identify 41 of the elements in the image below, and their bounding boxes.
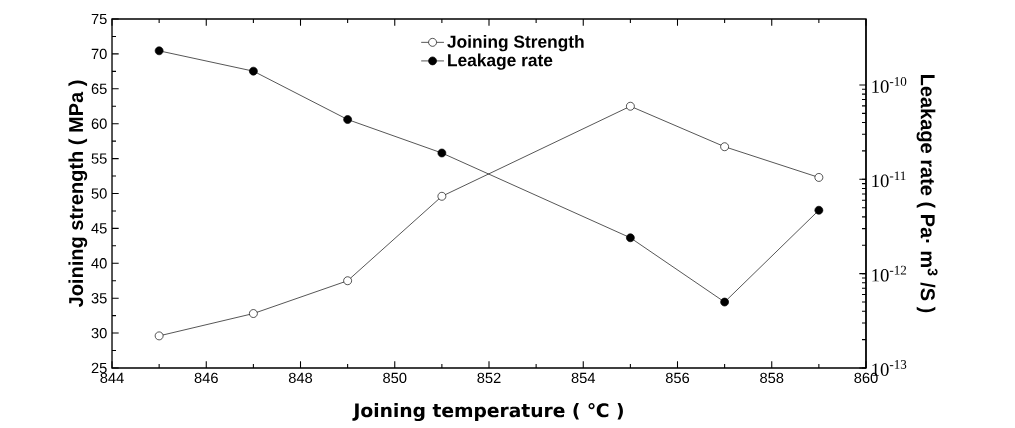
y-tick-label: 60 [91,118,107,129]
point [154,46,164,56]
point [437,191,447,201]
point [249,66,258,76]
y-tick-label: 55 [91,153,107,164]
y-tick-label: 40 [91,258,107,269]
point [626,101,635,111]
y-tick-label: 30 [91,327,107,339]
legend-label: Leakage rate [448,53,553,70]
point [814,205,824,215]
x-tick-label: 852 [477,372,501,384]
point [249,309,258,318]
y2-tick-label: 10$^{-11}$ [872,171,906,188]
y2-axis-title: Leakage rate ( Pa· m$^{3}$ /S ) [916,75,938,313]
legend-label: Joining Strength [447,35,584,52]
point [437,148,447,158]
point [154,331,164,341]
x-axis-title: Joining temperature ( ℃ ) [352,402,623,422]
y-tick-label: 70 [91,48,107,60]
y2-tick-label: 10$^{-10}$ [872,77,907,93]
point [720,142,729,152]
y-tick-label: 45 [91,223,107,234]
x-tick-label: 858 [760,372,784,384]
x-tick-label: 856 [665,372,690,384]
point [814,173,824,182]
x-tick-label: 848 [288,372,313,384]
point [626,233,635,243]
point [343,115,352,124]
y-axis-title: Joining strength ( MPa ) [68,80,88,308]
x-tick-label: 846 [194,372,218,384]
point [720,297,729,307]
point [343,276,352,286]
y-tick-label: 75 [91,13,107,25]
y-tick-label: 65 [91,83,107,94]
x-tick-label: 850 [383,372,407,384]
x-tick-label: 854 [571,372,596,384]
y-tick-label: 25 [91,362,107,374]
y-tick-label: 50 [91,188,107,199]
x-tick-label: 844 [100,372,124,384]
y2-tick-label: 10$^{-12}$ [872,265,907,282]
y-tick-label: 35 [91,293,107,304]
